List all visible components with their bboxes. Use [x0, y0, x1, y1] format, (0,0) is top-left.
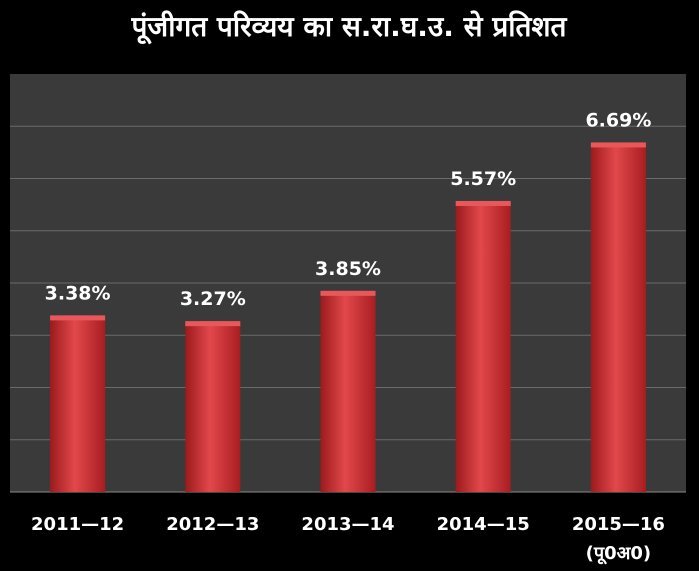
bar-top-cap: [185, 321, 241, 327]
data-labels: 3.38% 3.27% 3.85% 5.57% 6.69%: [45, 109, 652, 310]
bar-top-cap: [455, 200, 511, 206]
data-label: 3.27%: [180, 288, 246, 310]
x-tick-label: 2011—12: [31, 514, 124, 535]
bar-2014—15: [455, 200, 511, 492]
x-tick-label: 2015—16: [572, 514, 665, 535]
bar-2011—12: [50, 315, 106, 492]
bar-2013—14: [320, 290, 376, 492]
bars: [50, 142, 646, 492]
bar-2015—16: [590, 142, 646, 492]
data-label: 6.69%: [585, 109, 651, 131]
data-label: 5.57%: [450, 168, 516, 190]
bar-top-cap: [50, 315, 106, 321]
bar-top-cap: [320, 290, 376, 296]
x-tick-label: 2013—14: [301, 514, 394, 535]
data-label: 3.85%: [315, 258, 381, 280]
bar-2012—13: [185, 321, 241, 492]
bar-top-cap: [590, 142, 646, 148]
x-tick-label: 2014—15: [437, 514, 530, 535]
data-label: 3.38%: [45, 282, 111, 304]
x-tick-sublabel: (पू0अ0): [586, 543, 651, 565]
x-axis-tick-labels: 2011—12 2012—13 2013—14 2014—15 2015—16 (पू0अ…: [31, 514, 665, 565]
x-tick-label: 2012—13: [166, 514, 259, 535]
chart-title: पूंजीगत परिव्यय का स.रा.घ.उ. से प्रतिशत: [131, 10, 568, 45]
